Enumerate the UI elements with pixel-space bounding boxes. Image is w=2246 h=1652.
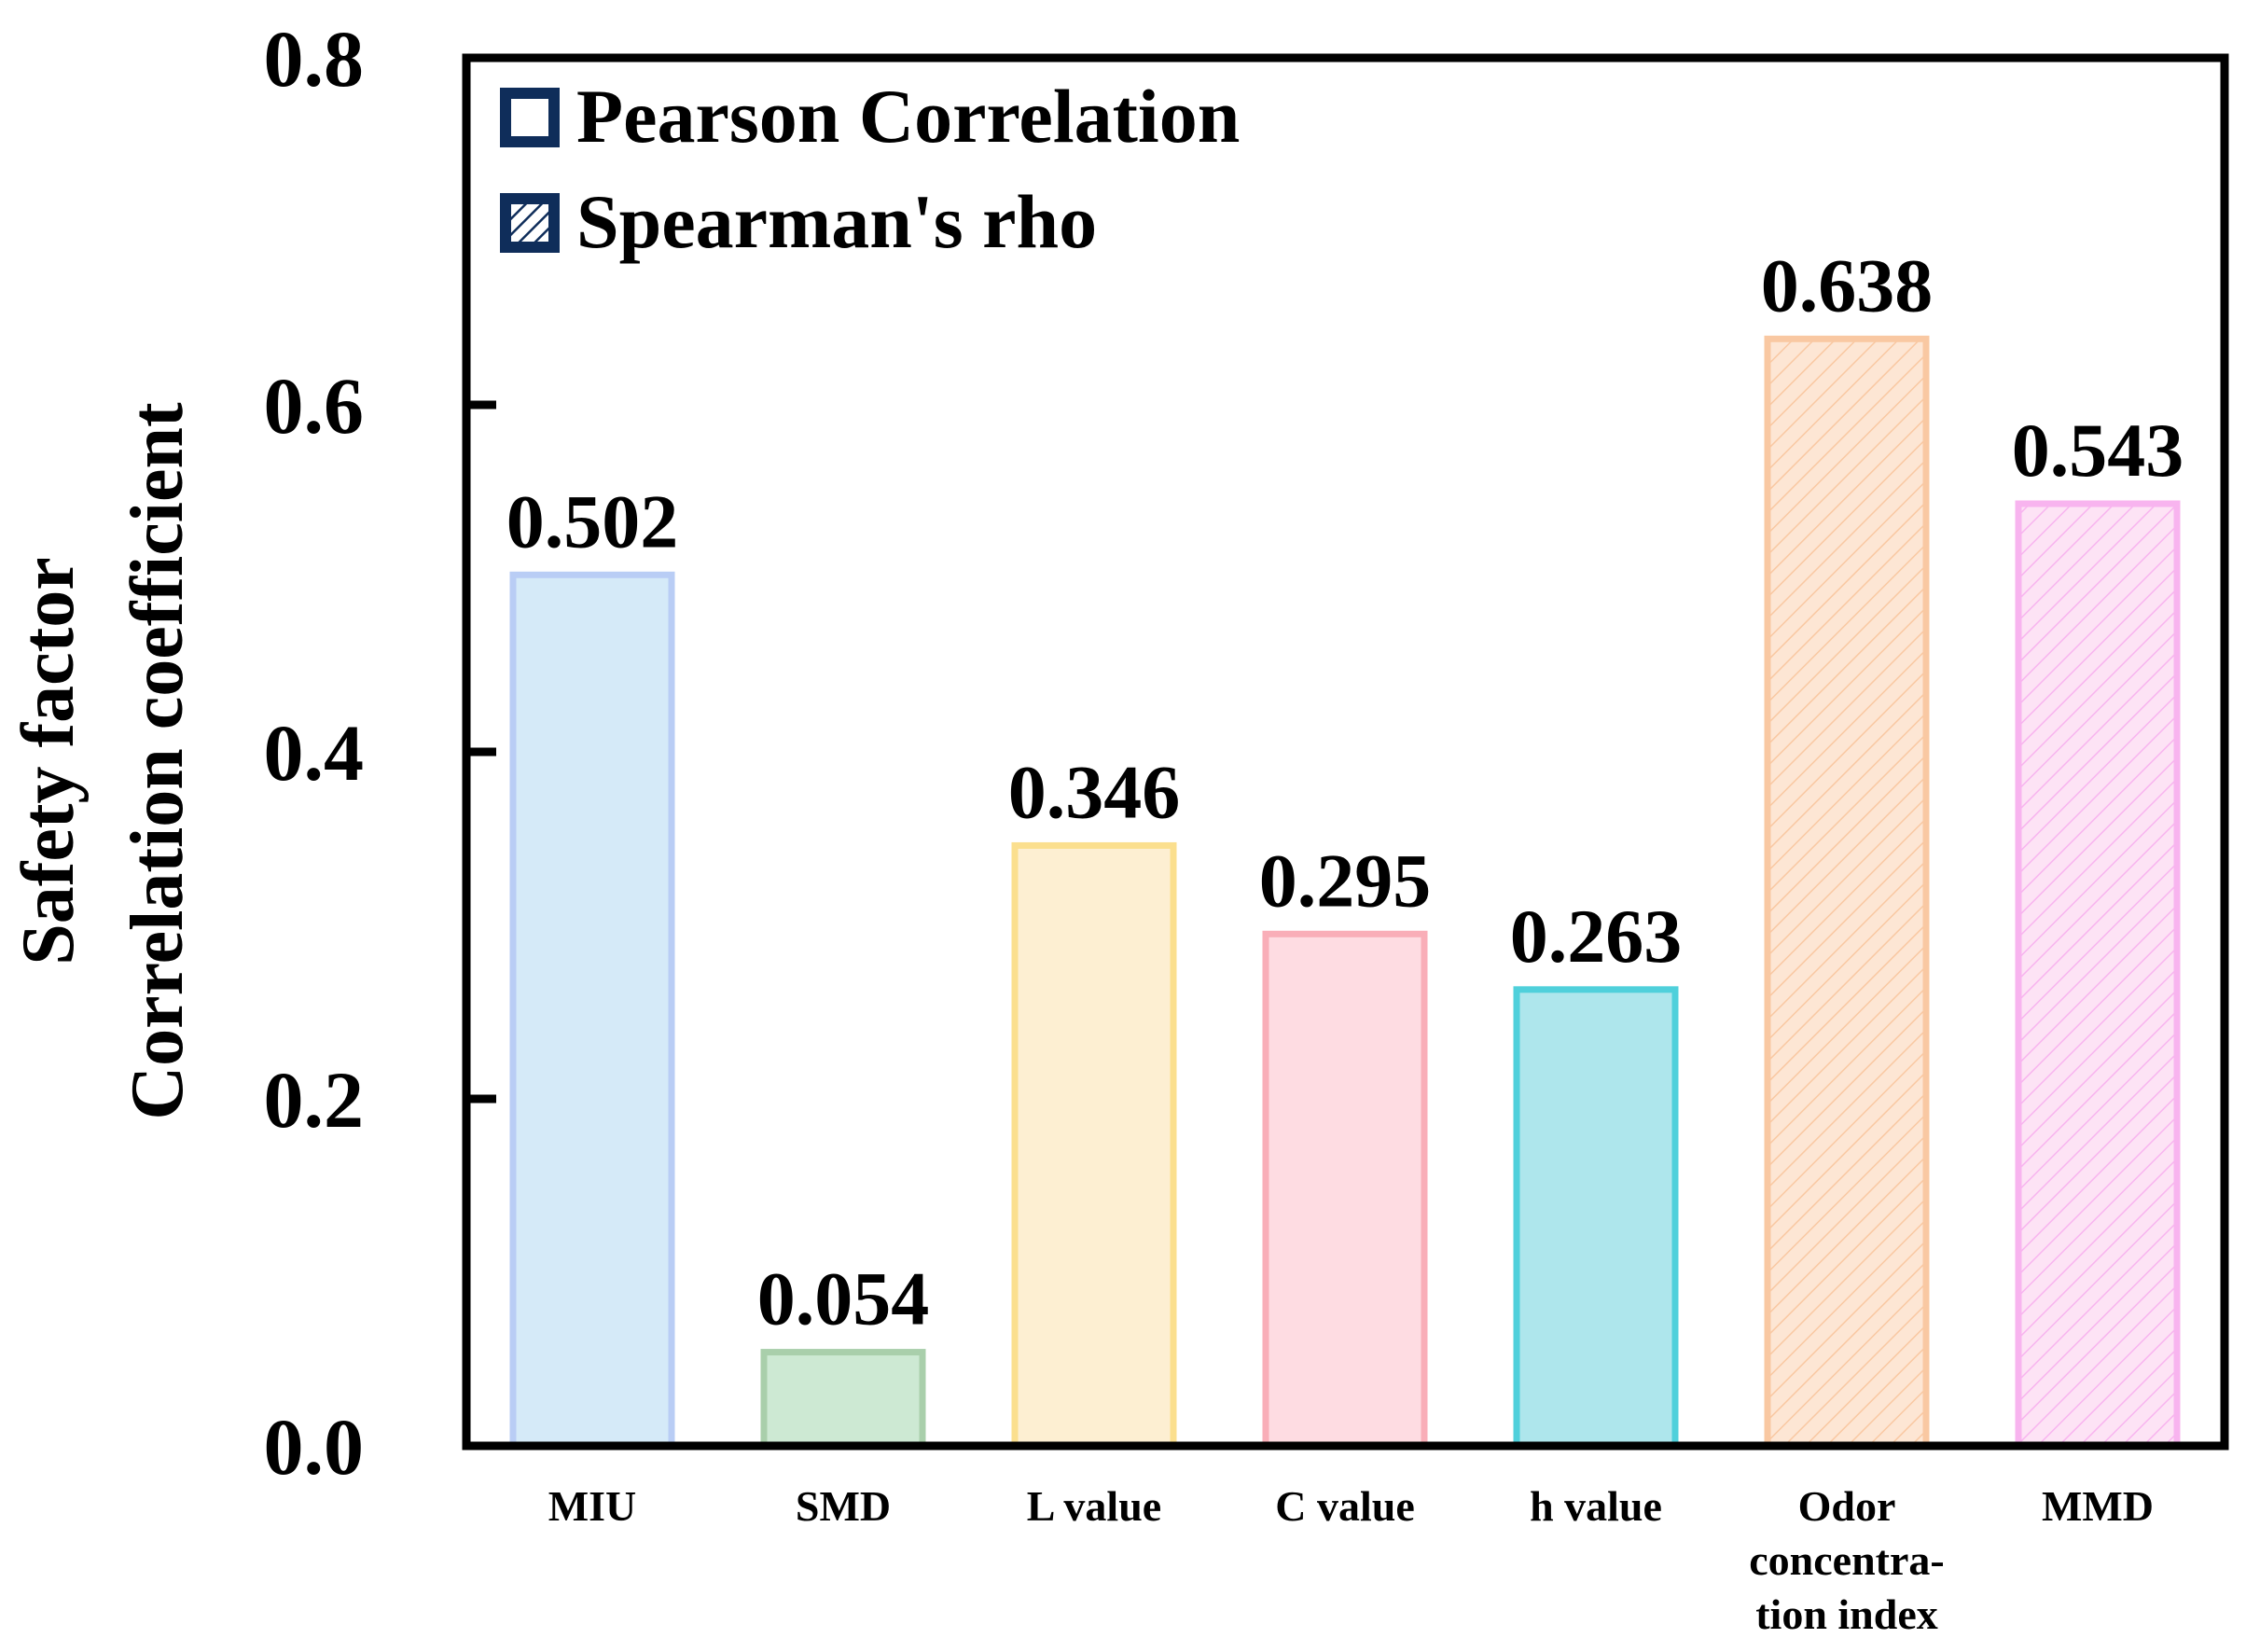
- bar-l-value: [1011, 841, 1177, 1450]
- bar-mmd: [2015, 500, 2181, 1450]
- y-tick-label: 0.8: [264, 14, 365, 104]
- category-label: MIU: [548, 1482, 637, 1530]
- legend-swatch-solid: [500, 88, 560, 147]
- y-tick-label: 0.6: [264, 361, 365, 451]
- category-label: Odor concentra-tion index: [1749, 1482, 1944, 1638]
- labels-layer: 0.502 MIU 0.054 SMD 0.346 L value 0.295 C value…: [7, 14, 2184, 1638]
- value-label: 0.543: [2012, 408, 2184, 493]
- legend-label: Spearman's rho: [576, 179, 1097, 264]
- legend: Pearson Correlation Spearman's rho: [500, 74, 1240, 264]
- y-tick-label: 0.2: [264, 1055, 365, 1145]
- legend-label: Pearson Correlation: [576, 74, 1240, 159]
- category-label: L value: [1027, 1482, 1161, 1530]
- y-tick-label: 0.0: [264, 1402, 365, 1492]
- category-label: h value: [1530, 1482, 1662, 1530]
- bar-h-value: [1513, 986, 1679, 1450]
- bar-odor-concentra-tion-index: [1764, 335, 1930, 1450]
- legend-swatch-hatched: [500, 193, 560, 253]
- y-axis-title: Correlation coefficient: [117, 402, 199, 1120]
- category-label: C value: [1275, 1482, 1415, 1530]
- y-tick-label: 0.4: [264, 708, 365, 798]
- y-axis-title: Safety factor: [7, 557, 90, 965]
- bar-smd: [760, 1349, 926, 1450]
- category-label: MMD: [2042, 1482, 2154, 1530]
- value-label: 0.295: [1259, 838, 1432, 923]
- category-label: SMD: [796, 1482, 891, 1530]
- bar-miu: [509, 571, 675, 1450]
- value-label: 0.054: [757, 1256, 930, 1341]
- value-label: 0.502: [506, 479, 679, 563]
- bars-layer: [509, 335, 2181, 1450]
- value-label: 0.346: [1008, 749, 1181, 834]
- value-label: 0.638: [1761, 243, 1934, 327]
- value-label: 0.263: [1510, 894, 1683, 979]
- bar-c-value: [1262, 930, 1428, 1450]
- axes-layer: [462, 53, 2229, 1451]
